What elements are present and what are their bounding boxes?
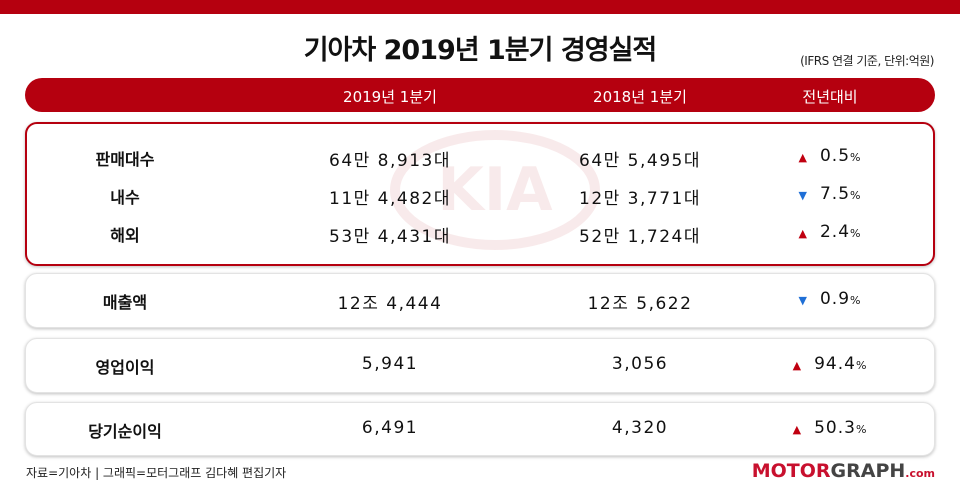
triangle-down-icon: ▼ (798, 294, 808, 307)
value-2019: 11만 4,482대 (329, 189, 451, 209)
triangle-up-icon: ▲ (792, 423, 803, 436)
operating-profit-box (25, 338, 935, 393)
value-2018: 4,320 (611, 418, 669, 438)
triangle-up-icon: ▲ (798, 151, 808, 164)
table-row: 영업이익 5,941 3,056 ▲ 94.4% (0, 350, 960, 380)
table-header: 2019년 1분기 2018년 1분기 전년대비 (25, 78, 935, 112)
value-2018: 3,056 (611, 354, 669, 374)
change: ▲ 94.4% (792, 354, 868, 374)
table-row: 내수 11만 4,482대 12만 3,771대 ▼ 7.5% (0, 180, 960, 210)
sales-box (25, 122, 935, 266)
triangle-down-icon: ▼ (798, 189, 808, 202)
page-title: 기아차 2019년 1분기 경영실적 (303, 35, 658, 66)
change: ▼ 7.5% (798, 184, 862, 204)
table-row: 당기순이익 6,491 4,320 ▲ 50.3% (0, 414, 960, 444)
row-label: 매출액 (102, 293, 148, 312)
svg-text:KIA: KIA (437, 155, 553, 225)
table-row: 매출액 12조 4,444 12조 5,622 ▼ 0.9% (0, 285, 960, 315)
revenue-box (25, 273, 935, 328)
change: ▼ 0.9% (798, 289, 862, 309)
unit-note: (IFRS 연결 기준, 단위:억원) (800, 54, 934, 68)
change: ▲ 2.4% (798, 222, 862, 242)
change: ▲ 50.3% (792, 418, 868, 438)
value-2018: 52만 1,724대 (579, 227, 701, 247)
header-change: 전년대비 (802, 88, 858, 106)
value-2019: 6,491 (361, 418, 419, 438)
value-2019: 12조 4,444 (337, 294, 443, 314)
value-2019: 5,941 (361, 354, 419, 374)
row-label: 판매대수 (95, 150, 155, 169)
net-income-box (25, 402, 935, 456)
row-label: 내수 (110, 188, 140, 207)
row-label: 영업이익 (95, 358, 155, 377)
row-label: 당기순이익 (88, 422, 162, 441)
value-2018: 64만 5,495대 (579, 151, 701, 171)
value-2019: 53만 4,431대 (329, 227, 451, 247)
value-2018: 12만 3,771대 (579, 189, 701, 209)
top-bar (0, 0, 960, 14)
motorgraph-logo: MOTORGRAPH.com (751, 460, 935, 482)
credit: 자료=기아차 | 그래픽=모터그래프 김다혜 편집기자 (26, 466, 287, 480)
value-2018: 12조 5,622 (587, 294, 693, 314)
triangle-up-icon: ▲ (792, 359, 803, 372)
header-2018: 2018년 1분기 (593, 88, 687, 106)
row-label: 해외 (110, 226, 140, 245)
value-2019: 64만 8,913대 (329, 151, 451, 171)
table-row: 판매대수 64만 8,913대 64만 5,495대 ▲ 0.5% (0, 142, 960, 172)
table-row: 해외 53만 4,431대 52만 1,724대 ▲ 2.4% (0, 218, 960, 248)
triangle-up-icon: ▲ (798, 227, 808, 240)
kia-logo-watermark: KIA (390, 130, 600, 250)
header-2019: 2019년 1분기 (343, 88, 437, 106)
change: ▲ 0.5% (798, 146, 862, 166)
